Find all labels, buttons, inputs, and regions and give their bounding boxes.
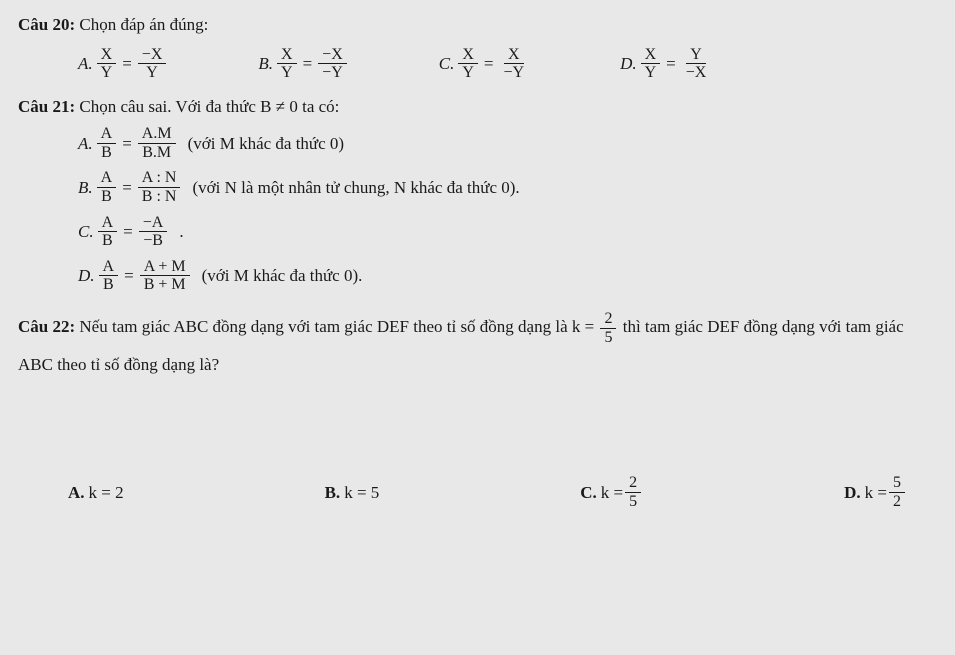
q21-text: Chọn câu sai. Với đa thức B ≠ 0 ta có:: [79, 97, 339, 116]
q21-opt-b[interactable]: B. AB = A : NB : N (với N là một nhân tử…: [78, 169, 937, 205]
opt-letter: C.: [439, 51, 455, 77]
question-21: Câu 21: Chọn câu sai. Với đa thức B ≠ 0 …: [18, 94, 937, 294]
fraction: 25: [625, 474, 641, 510]
note: (với M khác đa thức 0): [188, 131, 345, 157]
opt-letter: A.: [78, 51, 93, 77]
opt-letter: A.: [78, 131, 93, 157]
q22-options: A. k = 2 B. k = 5 C. k = 25 D. k = 52: [18, 474, 937, 511]
fraction: A + MB + M: [140, 258, 190, 294]
opt-text: k =: [601, 474, 623, 511]
note: .: [179, 219, 183, 245]
opt-text: k = 5: [344, 474, 379, 511]
fraction: Y−X: [682, 46, 711, 82]
q21-title: Câu 21:: [18, 97, 75, 116]
equals: =: [124, 263, 134, 289]
q22-text-1: Nếu tam giác ABC đồng dạng với tam giác …: [79, 317, 598, 336]
note: (với N là một nhân tử chung, N khác đa t…: [192, 175, 519, 201]
opt-text: k = 2: [89, 474, 124, 511]
equals: =: [122, 51, 132, 77]
q20-opt-a[interactable]: A. XY = −XY: [78, 46, 168, 82]
equals: =: [122, 131, 132, 157]
q21-opt-d[interactable]: D. AB = A + MB + M (với M khác đa thức 0…: [78, 258, 937, 294]
fraction: AB: [97, 125, 117, 161]
q21-opt-a[interactable]: A. AB = A.MB.M (với M khác đa thức 0): [78, 125, 937, 161]
fraction: −A−B: [139, 214, 168, 250]
opt-letter: B.: [78, 175, 93, 201]
opt-letter: B.: [258, 51, 273, 77]
fraction: A : NB : N: [138, 169, 181, 205]
q21-options: A. AB = A.MB.M (với M khác đa thức 0) B.…: [18, 125, 937, 294]
equals: =: [666, 51, 676, 77]
equals: =: [303, 51, 313, 77]
fraction: 52: [889, 474, 905, 510]
fraction: AB: [97, 169, 117, 205]
equals: =: [484, 51, 494, 77]
fraction: −X−Y: [318, 46, 347, 82]
opt-letter: D.: [620, 51, 637, 77]
fraction: XY: [97, 46, 117, 82]
fraction: X−Y: [500, 46, 529, 82]
q20-opt-c[interactable]: C. XY = X−Y: [439, 46, 530, 82]
opt-text: k =: [865, 474, 887, 511]
fraction: AB: [99, 258, 119, 294]
fraction: A.MB.M: [138, 125, 176, 161]
opt-letter: B.: [325, 474, 341, 511]
q22-opt-a[interactable]: A. k = 2: [68, 474, 124, 511]
fraction: AB: [98, 214, 118, 250]
q22-opt-d[interactable]: D. k = 52: [844, 474, 907, 511]
opt-letter: C.: [78, 219, 94, 245]
question-22: Câu 22: Nếu tam giác ABC đồng dạng với t…: [18, 308, 937, 511]
fraction: 25: [600, 310, 616, 346]
opt-letter: D.: [844, 474, 861, 511]
q22-title: Câu 22:: [18, 317, 75, 336]
opt-letter: A.: [68, 474, 85, 511]
opt-letter: D.: [78, 263, 95, 289]
fraction: XY: [277, 46, 297, 82]
q22-opt-c[interactable]: C. k = 25: [580, 474, 643, 511]
question-20: Câu 20: Chọn đáp án đúng: A. XY = −XY B.…: [18, 12, 937, 82]
fraction: XY: [458, 46, 478, 82]
equals: =: [123, 219, 133, 245]
q20-title: Câu 20:: [18, 15, 75, 34]
q20-text: Chọn đáp án đúng:: [79, 15, 208, 34]
q20-options: A. XY = −XY B. XY = −X−Y C. XY = X−Y D. …: [18, 46, 937, 82]
equals: =: [122, 175, 132, 201]
fraction: −XY: [138, 46, 167, 82]
q21-opt-c[interactable]: C. AB = −A−B .: [78, 214, 937, 250]
q20-opt-d[interactable]: D. XY = Y−X: [620, 46, 712, 82]
fraction: XY: [641, 46, 661, 82]
q22-opt-b[interactable]: B. k = 5: [325, 474, 380, 511]
opt-letter: C.: [580, 474, 597, 511]
note: (với M khác đa thức 0).: [202, 263, 363, 289]
q20-opt-b[interactable]: B. XY = −X−Y: [258, 46, 348, 82]
